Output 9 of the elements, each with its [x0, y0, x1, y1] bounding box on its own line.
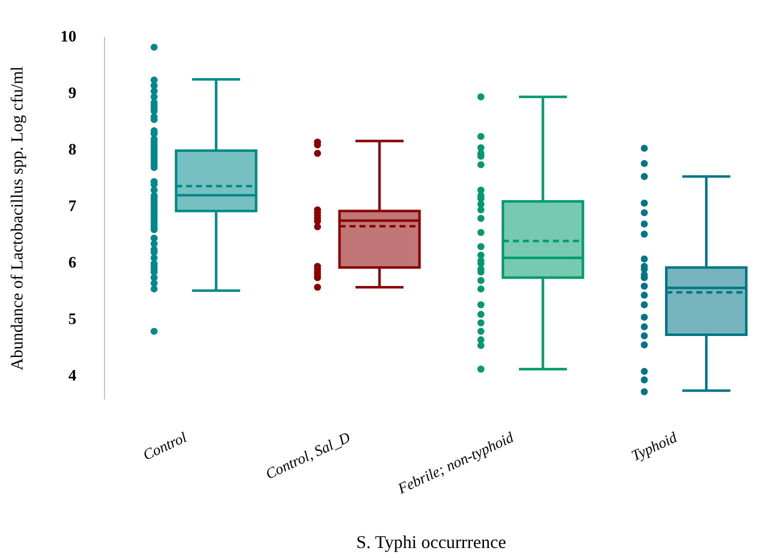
y-tick-label: 4	[68, 368, 76, 385]
y-tick-label: 8	[68, 142, 76, 159]
y-tick-label: 7	[68, 198, 76, 216]
y-tick-label: 5	[68, 311, 76, 328]
y-tick-label: 6	[68, 254, 76, 272]
y-axis-title: Abundance of Lactobacillus spp. Log cfu/ml	[8, 66, 27, 370]
y-tick-label: 10	[60, 28, 76, 46]
y-tick-label: 9	[68, 85, 76, 102]
x-axis-title: S. Typhi occurrrence	[356, 532, 506, 552]
